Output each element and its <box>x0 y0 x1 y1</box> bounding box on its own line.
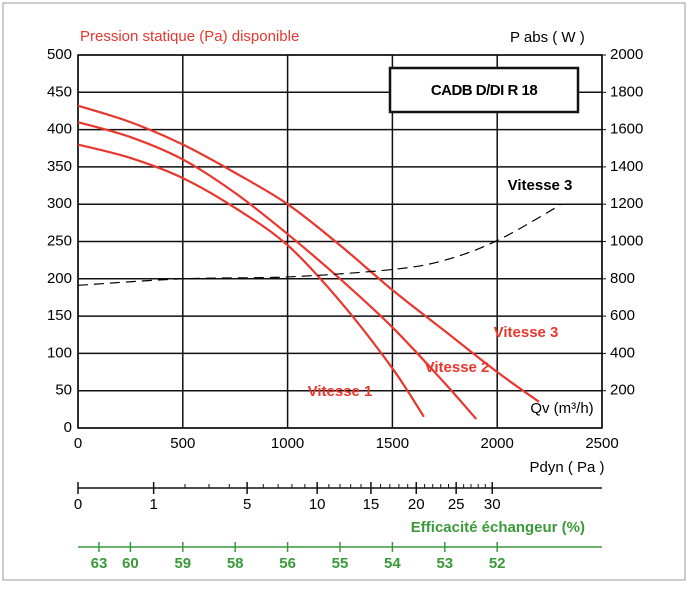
efficiency-tick-label: 58 <box>227 555 244 572</box>
y-tick-label: 400 <box>47 121 72 138</box>
y2-tick-label: 1800 <box>610 83 643 100</box>
frame <box>2 2 686 581</box>
series-line <box>77 121 478 420</box>
pdyn-tick-label: 30 <box>484 496 501 513</box>
y2-axis-label: P abs ( W ) <box>510 29 585 46</box>
series-label: Vitesse 1 <box>308 383 373 400</box>
pdyn-tick-label: 10 <box>309 496 326 513</box>
title-box <box>388 66 580 114</box>
y-tick-label: 0 <box>64 419 72 436</box>
series-label: Vitesse 3 <box>494 324 559 341</box>
y-axis-label: Pression statique (Pa) disponible <box>80 28 299 45</box>
pdyn-axis-label: Pdyn ( Pa ) <box>529 459 604 476</box>
series-label: Vitesse 3 <box>508 177 573 194</box>
efficiency-tick-label: 60 <box>122 555 139 572</box>
series-line <box>77 143 425 418</box>
y-tick-label: 150 <box>47 307 72 324</box>
y-tick-label: 350 <box>47 158 72 175</box>
chart-title: CADB D/DI R 18 <box>431 82 538 99</box>
pdyn-tick-label: 1 <box>149 496 157 513</box>
y-tick-label: 450 <box>47 83 72 100</box>
efficiency-tick-label: 55 <box>332 555 349 572</box>
efficiency-tick-label: 53 <box>436 555 453 572</box>
y-tick-label: 100 <box>47 344 72 361</box>
y-tick-label: 500 <box>47 46 72 63</box>
efficiency-tick-label: 56 <box>279 555 296 572</box>
y2-tick-label: 400 <box>610 344 635 361</box>
x-axis-label: Qv (m³/h) <box>530 400 593 417</box>
y2-tick-label: 1000 <box>610 232 643 249</box>
x-tick-label: 500 <box>170 435 195 452</box>
efficiency-tick-label: 54 <box>384 555 401 572</box>
efficiency-tick-label: 63 <box>91 555 108 572</box>
series-line <box>77 204 561 286</box>
efficiency-tick-label: 59 <box>174 555 191 572</box>
y-tick-label: 300 <box>47 195 72 212</box>
y2-tick-label: 2000 <box>610 46 643 63</box>
series-label: Vitesse 2 <box>425 359 490 376</box>
efficiency-axis-label: Efficacité échangeur (%) <box>411 519 585 536</box>
y2-tick-label: 1200 <box>610 195 643 212</box>
pdyn-tick-label: 25 <box>448 496 465 513</box>
x-tick-label: 1500 <box>376 435 409 452</box>
y2-tick-label: 1600 <box>610 121 643 138</box>
x-tick-label: 0 <box>74 435 82 452</box>
pdyn-tick-label: 20 <box>408 496 425 513</box>
plot-border <box>77 54 603 429</box>
series-line <box>77 104 540 403</box>
pdyn-tick-label: 0 <box>74 496 82 513</box>
y2-tick-label: 200 <box>610 382 635 399</box>
y-tick-label: 50 <box>55 382 72 399</box>
y2-tick-label: 800 <box>610 270 635 287</box>
y-tick-label: 250 <box>47 232 72 249</box>
y2-tick-label: 600 <box>610 307 635 324</box>
pdyn-tick-label: 5 <box>243 496 251 513</box>
x-tick-label: 2500 <box>585 435 618 452</box>
pdyn-tick-label: 15 <box>363 496 380 513</box>
x-tick-label: 2000 <box>481 435 514 452</box>
y-tick-label: 200 <box>47 270 72 287</box>
efficiency-tick-label: 52 <box>489 555 506 572</box>
y2-tick-label: 1400 <box>610 158 643 175</box>
x-tick-label: 1000 <box>271 435 304 452</box>
